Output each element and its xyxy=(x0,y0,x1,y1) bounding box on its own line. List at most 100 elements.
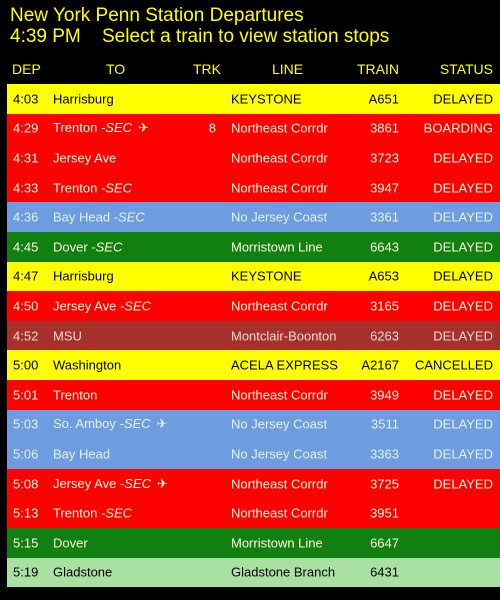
departure-time: 5:19 xyxy=(13,564,39,580)
departure-time: 4:29 xyxy=(13,120,39,136)
line-name: No Jersey Coast xyxy=(231,209,328,225)
column-header-train: TRAIN xyxy=(357,61,399,77)
track-number: 8 xyxy=(208,120,216,136)
train-status: DELAYED xyxy=(433,209,493,225)
departure-row[interactable]: 5:06 Bay Head No Jersey Coast 3363 DELAYED xyxy=(7,439,500,469)
destination: Dover xyxy=(53,535,88,550)
line-name: Northeast Corrdr xyxy=(231,505,328,521)
train-status: DELAYED xyxy=(433,180,493,196)
secaucus-suffix: -SEC xyxy=(116,475,152,491)
destination-name: Bay Head xyxy=(53,209,111,225)
departure-time: 5:08 xyxy=(13,476,39,492)
departure-row[interactable]: 5:00 Washington ACELA EXPRESS A2167 CANCELLE… xyxy=(7,350,500,380)
departure-row[interactable]: 4:33 Trenton -SEC Northeast Corrdr 3947 DELA… xyxy=(7,172,500,203)
train-number: 6643 xyxy=(370,239,399,255)
train-number: A2167 xyxy=(361,357,399,373)
destination: Gladstone xyxy=(53,565,112,580)
departure-time: 5:01 xyxy=(13,387,39,403)
destination-name: Bay Head xyxy=(53,446,111,462)
destination-name: So. Amboy xyxy=(53,416,116,432)
departure-row[interactable]: 4:03 Harrisburg KEYSTONE A651 DELAYED xyxy=(7,84,500,114)
departure-row[interactable]: 5:01 Trenton Northeast Corrdr 3949 DELAYED xyxy=(7,379,500,410)
departure-time: 4:31 xyxy=(13,150,39,166)
destination: Bay Head -SEC xyxy=(53,210,145,225)
destination-name: Jersey Ave xyxy=(53,298,117,314)
destination-name: Trenton xyxy=(53,387,98,403)
destination: Trenton -SEC xyxy=(53,506,132,521)
destination-name: Harrisburg xyxy=(53,268,114,284)
departure-time: 5:03 xyxy=(13,416,39,432)
line-name: Northeast Corrdr xyxy=(231,150,328,166)
column-header-to: TO xyxy=(106,61,126,77)
train-number: A653 xyxy=(368,268,399,284)
departure-time: 4:47 xyxy=(13,268,39,284)
destination: So. Amboy -SEC ✈ xyxy=(53,416,167,432)
departure-row[interactable]: 5:08 Jersey Ave -SEC ✈ Northeast Corrdr 3725… xyxy=(7,468,500,499)
train-number: 6647 xyxy=(370,535,399,551)
departure-row[interactable]: 5:19 Gladstone Gladstone Branch 6431 xyxy=(7,557,500,588)
secaucus-suffix: -SEC xyxy=(110,209,145,225)
train-number: 3361 xyxy=(370,209,399,225)
destination: Harrisburg xyxy=(53,91,114,106)
train-status: DELAYED xyxy=(433,239,493,255)
train-status: DELAYED xyxy=(433,387,493,403)
departure-row[interactable]: 4:29 Trenton -SEC ✈ 8 Northeast Corrdr 3861 BO… xyxy=(7,113,500,144)
destination-name: Washington xyxy=(53,357,122,373)
departure-row[interactable]: 4:31 Jersey Ave Northeast Corrdr 3723 DELAYE… xyxy=(7,143,500,173)
column-header-trk: TRK xyxy=(193,61,221,77)
header-subline: 4:39 PM Select a train to view station st… xyxy=(10,26,500,47)
departure-row[interactable]: 4:36 Bay Head -SEC No Jersey Coast 3361 DELA… xyxy=(7,202,500,232)
train-number: 3725 xyxy=(370,476,399,492)
departure-row[interactable]: 5:15 Dover Morristown Line 6647 xyxy=(7,527,500,558)
destination: Dover -SEC xyxy=(53,239,122,254)
departure-time: 5:00 xyxy=(13,357,39,373)
departure-time: 5:15 xyxy=(13,535,39,551)
line-name: Montclair-Boonton xyxy=(231,328,337,344)
line-name: ACELA EXPRESS xyxy=(231,357,338,373)
destination: Jersey Ave -SEC ✈ xyxy=(53,476,168,492)
destination-name: Jersey Ave xyxy=(53,150,117,166)
departure-row[interactable]: 4:47 Harrisburg KEYSTONE A653 DELAYED xyxy=(7,261,500,292)
departure-time: 4:33 xyxy=(13,180,39,196)
departure-time: 4:52 xyxy=(13,328,39,344)
destination: Trenton -SEC ✈ xyxy=(53,120,149,136)
instruction-text: Select a train to view station stops xyxy=(102,26,390,47)
destination-name: Trenton xyxy=(53,505,98,521)
train-status: BOARDING xyxy=(423,120,493,136)
departure-row[interactable]: 5:03 So. Amboy -SEC ✈ No Jersey Coast 3511 DE… xyxy=(7,409,500,440)
departure-row[interactable]: 5:13 Trenton -SEC Northeast Corrdr 3951 xyxy=(7,498,500,528)
train-number: 3951 xyxy=(370,505,399,521)
destination-name: Jersey Ave xyxy=(53,475,117,491)
departure-time: 5:06 xyxy=(13,446,39,462)
column-headers: DEP TO TRK LINE TRAIN STATUS xyxy=(0,52,500,84)
destination: Trenton -SEC xyxy=(53,180,132,195)
departures-board: 4:03 Harrisburg KEYSTONE A651 DELAYED 4:29 Tre… xyxy=(7,84,500,588)
destination-name: MSU xyxy=(53,328,82,344)
train-number: A651 xyxy=(368,91,399,107)
line-name: Gladstone Branch xyxy=(231,564,336,580)
destination: Trenton xyxy=(53,387,97,402)
departure-time: 4:45 xyxy=(13,239,39,255)
departure-row[interactable]: 4:45 Dover -SEC Morristown Line 6643 DELAYED xyxy=(7,231,500,262)
train-status: DELAYED xyxy=(433,150,493,166)
destination-name: Dover xyxy=(53,239,88,255)
departure-row[interactable]: 4:52 MSU Montclair-Boonton 6263 DELAYED xyxy=(7,320,500,351)
train-number: 3723 xyxy=(370,150,399,166)
destination: Washington xyxy=(53,358,121,373)
train-status: DELAYED xyxy=(433,416,493,432)
train-number: 3511 xyxy=(371,416,399,432)
train-status: DELAYED xyxy=(433,268,493,284)
train-number: 6263 xyxy=(370,328,399,344)
departure-time: 4:50 xyxy=(13,298,39,314)
line-name: Northeast Corrdr xyxy=(231,298,328,314)
departure-row[interactable]: 4:50 Jersey Ave -SEC Northeast Corrdr 3165 D… xyxy=(7,291,500,321)
train-number: 6431 xyxy=(370,564,399,580)
secaucus-suffix: -SEC xyxy=(97,120,132,136)
destination: Jersey Ave -SEC xyxy=(53,298,151,313)
secaucus-suffix: -SEC xyxy=(97,180,132,196)
train-number: 3363 xyxy=(370,446,399,462)
destination-name: Trenton xyxy=(53,180,98,196)
line-name: KEYSTONE xyxy=(231,268,302,284)
secaucus-suffix: -SEC xyxy=(116,298,152,314)
secaucus-suffix: -SEC xyxy=(97,505,132,521)
